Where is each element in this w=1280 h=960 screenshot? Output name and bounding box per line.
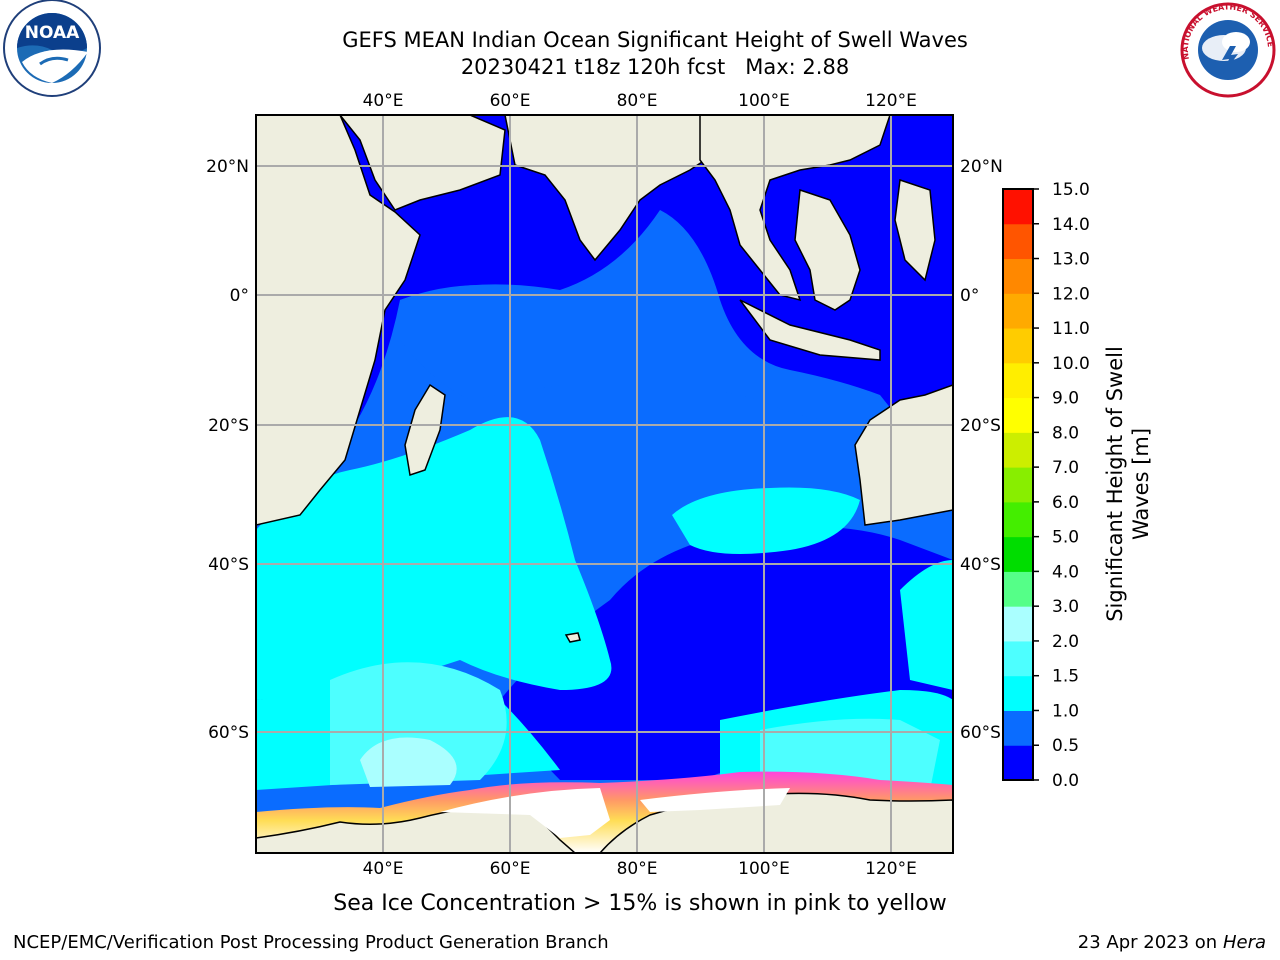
- colorbar-swatch: [1003, 640, 1033, 677]
- map-frame: [255, 114, 954, 854]
- colorbar-tick-label: 7.0: [1052, 458, 1079, 478]
- forecast-info: 20230421 t18z 120h fcst: [460, 55, 726, 79]
- colorbar-tick-label: 4.0: [1052, 562, 1079, 582]
- national-weather-service-logo: NATIONAL WEATHER SERVICE: [1180, 2, 1276, 98]
- date-text: 23 Apr 2023 on Hera: [1078, 932, 1266, 953]
- lon-label-bottom: 60°E: [490, 859, 531, 879]
- colorbar-tick-label: 5.0: [1052, 528, 1079, 548]
- mid-swell-west: [256, 417, 612, 700]
- colorbar-tick-label: 6.0: [1052, 493, 1079, 513]
- sea-ice-note: Sea Ice Concentration > 15% is shown in …: [333, 891, 947, 916]
- colorbar-swatch: [1003, 710, 1033, 746]
- lat-label-left: 20°S: [208, 416, 249, 436]
- noaa-logo-text: NOAA: [25, 23, 80, 43]
- colorbar-tick-label: 13.0: [1052, 250, 1090, 270]
- date-label: 23 Apr 2023 on: [1077, 932, 1223, 953]
- colorbar-label: Significant Height of Swell Waves [m]: [1102, 346, 1154, 622]
- colorbar-swatch: [1003, 745, 1033, 781]
- colorbar-frame: [1002, 188, 1034, 781]
- lon-label-top: 60°E: [490, 91, 531, 111]
- colorbar-swatch: [1003, 675, 1033, 711]
- colorbar-tick-label: 8.0: [1052, 423, 1079, 443]
- colorbar-tick-label: 14.0: [1052, 215, 1090, 235]
- colorbar-tick-label: 15.0: [1052, 180, 1090, 200]
- lon-label-top: 120°E: [865, 91, 917, 111]
- madagascar: [404, 383, 446, 476]
- lat-label-left: 40°S: [208, 555, 249, 575]
- lon-label-top: 80°E: [617, 91, 658, 111]
- southeast-asia: [699, 115, 891, 302]
- colorbar-tick-label: 1.5: [1052, 667, 1079, 687]
- colorbar-swatch: [1003, 571, 1033, 607]
- lat-label-left: 0°: [230, 286, 249, 306]
- lat-label-right: 20°N: [960, 157, 1003, 177]
- lon-label-top: 40°E: [363, 91, 404, 111]
- colorbar-tick-label: 0.0: [1052, 771, 1079, 791]
- colorbar-tick-label: 9.0: [1052, 389, 1079, 409]
- lat-label-right: 0°: [960, 286, 979, 306]
- colorbar-swatch: [1003, 397, 1033, 433]
- lat-label-left: 60°S: [208, 723, 249, 743]
- colorbar-swatch: [1003, 258, 1033, 294]
- colorbar-swatch: [1003, 432, 1033, 468]
- colorbar-tick-label: 0.5: [1052, 736, 1079, 756]
- colorbar-swatch: [1003, 189, 1033, 225]
- colorbar-swatch: [1003, 501, 1033, 538]
- lon-label-bottom: 100°E: [738, 859, 790, 879]
- lat-label-right: 40°S: [960, 555, 1001, 575]
- colorbar-label-line1: Significant Height of Swell: [1103, 346, 1127, 622]
- max-value: Max: 2.88: [745, 55, 850, 79]
- credit-text: NCEP/EMC/Verification Post Processing Pr…: [13, 932, 609, 953]
- map-field: [256, 115, 953, 853]
- mid-swell-east: [672, 487, 860, 554]
- colorbar-tick-label: 1.0: [1052, 701, 1079, 721]
- colorbar-swatch: [1003, 328, 1033, 364]
- colorbar-swatch: [1003, 606, 1033, 642]
- host-name: Hera: [1222, 932, 1266, 953]
- colorbar-swatch: [1003, 362, 1033, 399]
- lon-label-bottom: 40°E: [363, 859, 404, 879]
- colorbar-swatch: [1003, 467, 1033, 503]
- lon-label-bottom: 80°E: [617, 859, 658, 879]
- colorbar-tick-label: 2.0: [1052, 632, 1079, 652]
- colorbar-tick-label: 3.0: [1052, 597, 1079, 617]
- colorbar-swatch: [1003, 223, 1033, 260]
- noaa-logo: NOAA: [3, 0, 101, 97]
- colorbar-tick-label: 10.0: [1052, 354, 1090, 374]
- lon-label-top: 100°E: [738, 91, 790, 111]
- kerguelen-island: [564, 632, 581, 643]
- chart-title: GEFS MEAN Indian Ocean Significant Heigh…: [342, 28, 968, 52]
- australia: [854, 384, 953, 526]
- colorbar-tick-label: 12.0: [1052, 284, 1090, 304]
- lat-label-right: 20°S: [960, 416, 1001, 436]
- lat-label-left: 20°N: [206, 157, 249, 177]
- lon-label-bottom: 120°E: [865, 859, 917, 879]
- lat-label-right: 60°S: [960, 723, 1001, 743]
- colorbar-label-line2: Waves [m]: [1129, 427, 1153, 541]
- colorbar-tick-label: 11.0: [1052, 319, 1090, 339]
- colorbar: 0.0 0.5 1.0 1.5 2.0 3.0 4.0 5.0 6.0 7.0 8.0 9.0 10.0…: [1002, 180, 1090, 791]
- chart-subtitle: 20230421 t18z 120h fcst Max: 2.88: [200, 54, 1110, 80]
- colorbar-swatch: [1003, 536, 1033, 572]
- colorbar-swatch: [1003, 293, 1033, 329]
- graticule: [256, 115, 953, 853]
